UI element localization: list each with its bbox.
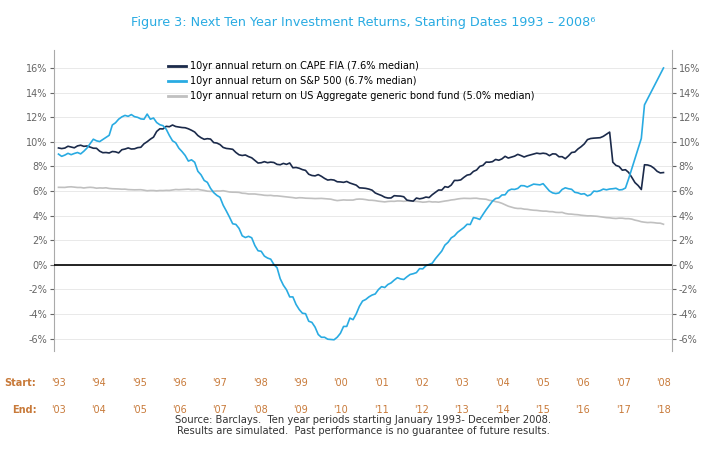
Text: '99: '99 bbox=[293, 378, 308, 388]
Text: '05: '05 bbox=[131, 405, 147, 415]
Text: '93: '93 bbox=[51, 378, 66, 388]
Text: '05: '05 bbox=[535, 378, 550, 388]
Text: '08: '08 bbox=[253, 405, 267, 415]
Text: '16: '16 bbox=[576, 405, 590, 415]
Text: '04: '04 bbox=[495, 378, 510, 388]
Text: '04: '04 bbox=[91, 405, 106, 415]
Text: '18: '18 bbox=[656, 405, 671, 415]
Text: '11: '11 bbox=[374, 405, 388, 415]
Text: '12: '12 bbox=[414, 405, 429, 415]
Text: '96: '96 bbox=[172, 378, 187, 388]
Text: End:: End: bbox=[12, 405, 36, 415]
Text: '03: '03 bbox=[51, 405, 66, 415]
Text: '00: '00 bbox=[333, 378, 348, 388]
Text: '13: '13 bbox=[454, 405, 469, 415]
Text: '03: '03 bbox=[454, 378, 469, 388]
Text: '98: '98 bbox=[253, 378, 267, 388]
Text: '02: '02 bbox=[414, 378, 429, 388]
Text: '95: '95 bbox=[131, 378, 147, 388]
Text: '14: '14 bbox=[495, 405, 510, 415]
Text: '06: '06 bbox=[576, 378, 590, 388]
Text: '17: '17 bbox=[616, 405, 631, 415]
Text: '10: '10 bbox=[333, 405, 348, 415]
Text: Start:: Start: bbox=[4, 378, 36, 388]
Text: '07: '07 bbox=[213, 405, 227, 415]
Text: '08: '08 bbox=[656, 378, 671, 388]
Legend: 10yr annual return on CAPE FIA (7.6% median), 10yr annual return on S&P 500 (6.7: 10yr annual return on CAPE FIA (7.6% med… bbox=[164, 58, 539, 105]
Text: '09: '09 bbox=[293, 405, 308, 415]
Text: '94: '94 bbox=[91, 378, 106, 388]
Text: '97: '97 bbox=[213, 378, 227, 388]
Text: '01: '01 bbox=[374, 378, 388, 388]
Text: '15: '15 bbox=[535, 405, 550, 415]
Text: '06: '06 bbox=[172, 405, 187, 415]
Text: Source: Barclays.  Ten year periods starting January 1993- December 2008.
Result: Source: Barclays. Ten year periods start… bbox=[175, 415, 551, 436]
Text: Figure 3: Next Ten Year Investment Returns, Starting Dates 1993 – 2008⁶: Figure 3: Next Ten Year Investment Retur… bbox=[131, 16, 595, 29]
Text: '07: '07 bbox=[616, 378, 631, 388]
